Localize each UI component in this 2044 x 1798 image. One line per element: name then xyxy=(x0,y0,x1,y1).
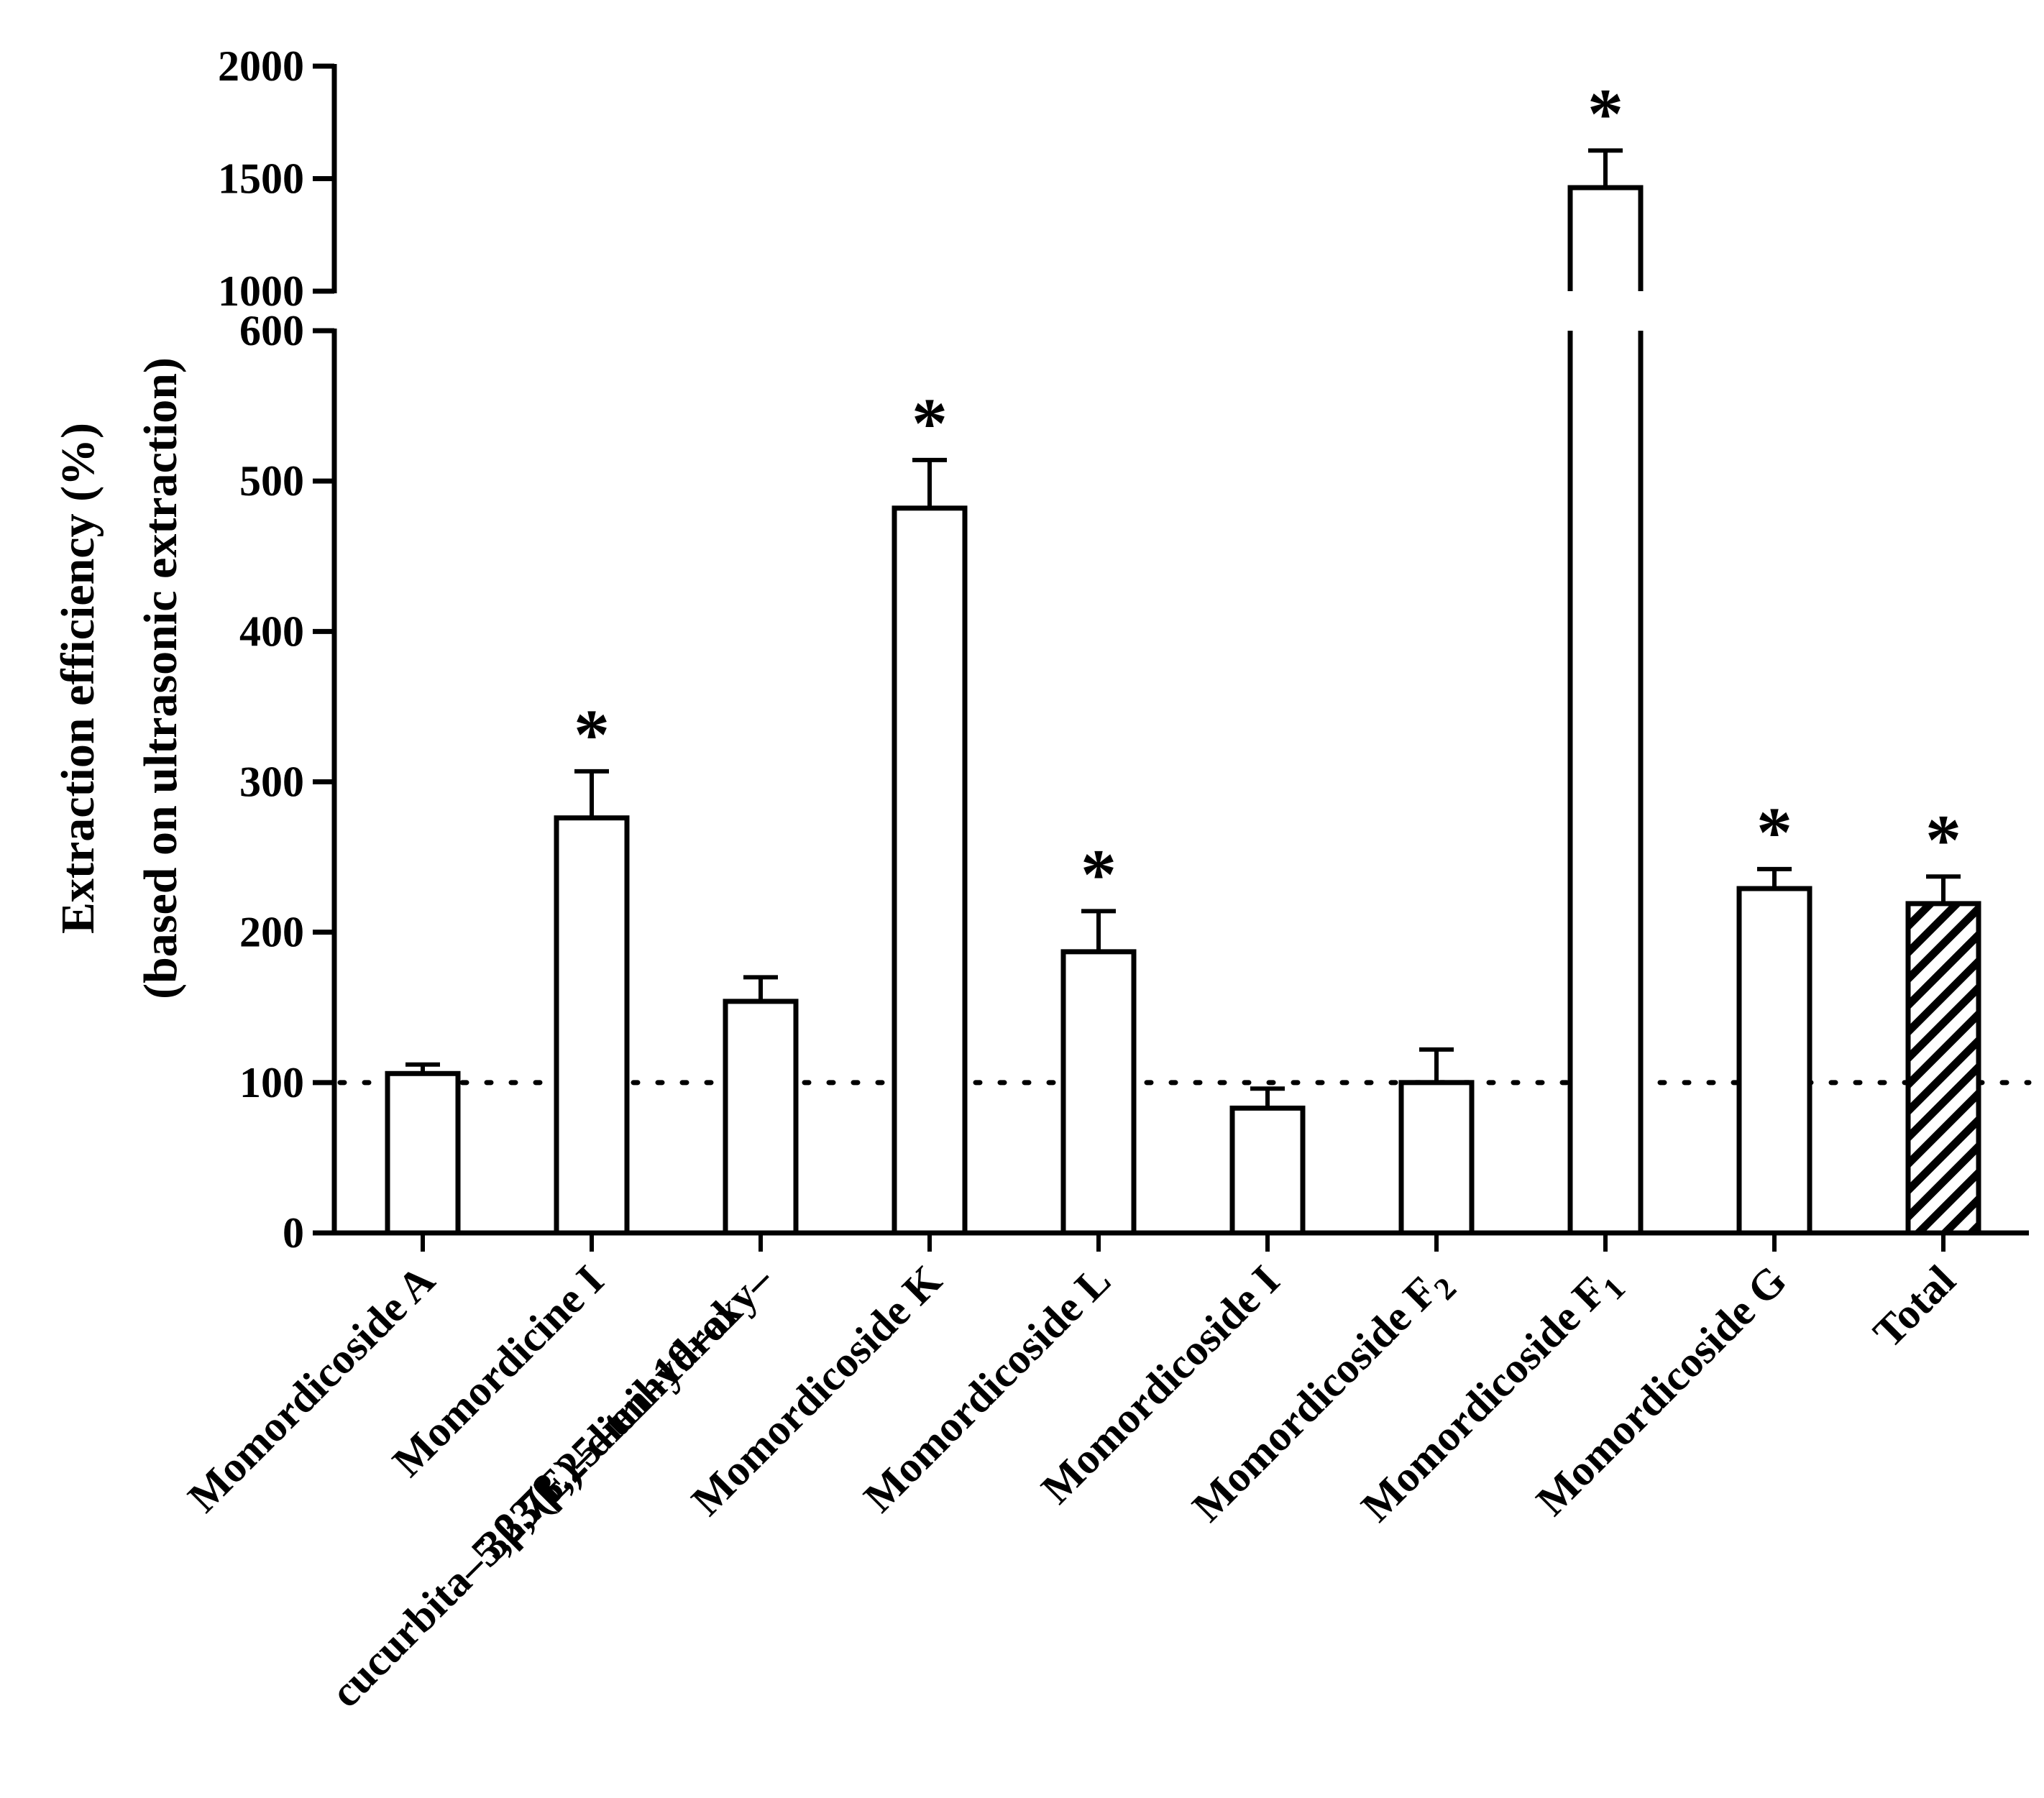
bar xyxy=(1398,1080,1475,1236)
significance-marker: * xyxy=(1925,799,1961,879)
bar xyxy=(1229,1105,1306,1236)
bar-fill-upper xyxy=(1570,188,1641,291)
significance-marker: * xyxy=(1756,792,1792,872)
y-tick-label: 600 xyxy=(239,307,304,354)
y-tick-label: 1500 xyxy=(218,155,304,203)
category-label-subscript: 1 xyxy=(1596,1270,1632,1306)
bar xyxy=(1905,901,1981,1236)
significance-marker: * xyxy=(1587,73,1623,153)
bar xyxy=(723,999,799,1236)
y-tick-label: 1000 xyxy=(218,267,304,315)
significance-marker: * xyxy=(912,383,948,463)
category-label-subscript: 2 xyxy=(1427,1270,1463,1306)
y-tick-label: 300 xyxy=(239,758,304,806)
significance-marker: * xyxy=(1081,834,1117,914)
bar xyxy=(554,815,630,1236)
bar xyxy=(1736,886,1812,1236)
y-tick-label: 100 xyxy=(239,1059,304,1106)
bar xyxy=(1060,949,1137,1236)
y-tick-label: 0 xyxy=(283,1209,304,1257)
y-tick-label: 500 xyxy=(239,457,304,505)
significance-marker: * xyxy=(574,694,610,774)
y-tick-label: 400 xyxy=(239,607,304,655)
y-axis-title-line2: (based on ultrasonic extraction) xyxy=(134,357,187,999)
y-tick-label: 2000 xyxy=(218,42,304,90)
category-label: Total xyxy=(1864,1257,1964,1357)
bar xyxy=(892,505,968,1236)
bar xyxy=(385,1070,461,1236)
category-label: Momordicoside A xyxy=(179,1257,444,1521)
y-tick-label: 200 xyxy=(239,909,304,956)
bar-fill-lower xyxy=(1570,331,1641,1233)
y-axis-title: Extraction efficiency (%) xyxy=(52,423,104,934)
